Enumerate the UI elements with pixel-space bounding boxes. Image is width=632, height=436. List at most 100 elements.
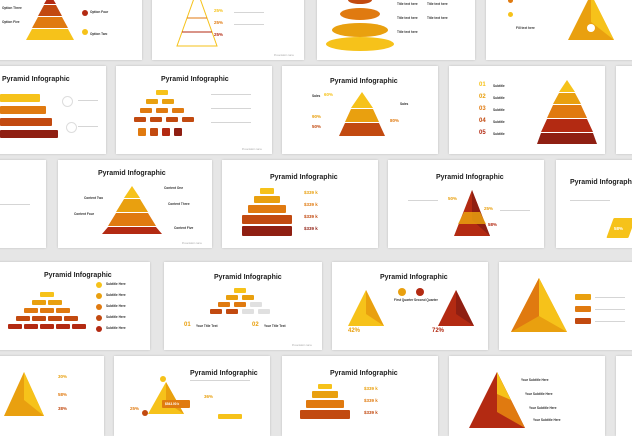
slide-r5c3[interactable]: Pyramid Infographic $339 k $339 k $339 k (282, 356, 438, 436)
bullet-icon (82, 29, 88, 35)
slide-title: Pyramid Infographic (161, 76, 229, 83)
percent-label: 25% (214, 20, 224, 25)
slide-r5c5[interactable] (616, 356, 632, 436)
subtitle-label: Subtitle (493, 120, 505, 124)
content-label: Content Five (174, 226, 194, 230)
percent-label: 25% (484, 206, 494, 211)
bullet-icon (96, 315, 102, 321)
slide-title: Pyramid Infographic (570, 179, 632, 186)
percent-label: 38% (58, 406, 68, 411)
subtitle-label: Your Subtitle Here (533, 418, 561, 422)
sales-label: Sales (312, 94, 321, 98)
footer-text: Presentation name (291, 344, 312, 347)
subtitle-label: Subtitle (493, 132, 505, 136)
money-label: $339 k (304, 214, 318, 219)
slide-r5c2[interactable]: Pyramid Infographic $543.00 k 36% 25% (114, 356, 270, 436)
slide-r5c1[interactable]: 30% 58% 38% (0, 356, 104, 436)
bullet-icon (508, 0, 513, 3)
quarter-label: First Quarter (394, 298, 414, 302)
percent-label: 90% (312, 114, 322, 119)
slide-r3c4[interactable]: Pyramid Infographic 50% 25% 58% (388, 160, 544, 248)
footer-text: Presentation name (273, 54, 294, 57)
pyramid-3d-graphic (469, 372, 525, 428)
percent-label: 58% (58, 392, 68, 397)
bullet-icon (96, 304, 102, 310)
bullet-icon (96, 326, 102, 332)
slide-r4c4[interactable] (499, 262, 632, 350)
slide-r1c1[interactable]: Option Three Option Five Option Four Opt… (0, 0, 142, 60)
slide-r1c4[interactable]: Fill text here (486, 0, 632, 60)
content-label: Content Four (74, 212, 95, 216)
option-four-label: Option Four (90, 10, 109, 14)
title-label: Your Title Text (196, 324, 218, 328)
title-text-label: Title text here (427, 2, 448, 6)
pyramid-graphic (26, 0, 74, 40)
percent-label: 50% (312, 124, 322, 129)
percent-label: 72% (432, 328, 445, 334)
percent-label: 25% (214, 32, 224, 37)
money-label: $543.00 k (165, 402, 180, 406)
step-number: 01 (184, 322, 191, 328)
slide-r2c2[interactable]: Pyramid Infographic Presentation name (116, 66, 272, 154)
subtitle-label: Subtitle Here (106, 282, 126, 286)
percent-label: 80% (390, 118, 400, 123)
slide-r4c3[interactable]: Pyramid Infographic First Quarter Second… (332, 262, 488, 350)
slide-r1c2[interactable]: 25% 25% 25% Presentation name (152, 0, 304, 60)
slide-r3c3[interactable]: Pyramid Infographic $339 k $339 k $339 k… (222, 160, 378, 248)
slide-r3c5[interactable]: Pyramid Infographic 58% (556, 160, 632, 248)
subtitle-label: Subtitle Here (106, 326, 126, 330)
bullet-icon (160, 376, 166, 382)
money-label: $339 k (364, 410, 378, 415)
step-number: 05 (479, 130, 486, 136)
slide-r4c1[interactable]: Pyramid Infographic Subtitle Here Subtit… (0, 262, 150, 350)
option-two-label: Option Two (90, 32, 108, 36)
money-label: $339 k (304, 190, 318, 195)
content-label: Content Two (84, 196, 104, 200)
quarter-label: Second Quarter (414, 298, 438, 302)
subtitle-label: Your Subtitle Here (525, 392, 553, 396)
subtitle-label: Your Subtitle Here (521, 378, 549, 382)
slide-r2c4[interactable]: 01 02 03 04 05 Subtitle Subtitle Subtitl… (449, 66, 605, 154)
slide-title: Pyramid Infographic (214, 274, 282, 281)
slide-r5c4[interactable]: Your Subtitle Here Your Subtitle Here Yo… (449, 356, 605, 436)
slide-title: Pyramid Infographic (270, 174, 338, 181)
bullet-icon (142, 410, 148, 416)
subtitle-label: Subtitle (493, 84, 505, 88)
subtitle-label: Subtitle Here (106, 304, 126, 308)
quarter-icon (416, 288, 424, 296)
footer-text: Presentation name (241, 148, 262, 151)
pyramid-graphic (568, 0, 614, 40)
slide-r2c1[interactable]: Pyramid Infographic (0, 66, 106, 154)
title-label: Your Title Text (264, 324, 286, 328)
bullet-icon (508, 12, 513, 17)
bullet-icon (82, 10, 88, 16)
slide-title: Pyramid Infographic (436, 174, 504, 181)
step-number: 02 (252, 322, 259, 328)
option-five-label: Option Five (2, 20, 20, 24)
slide-r3c2[interactable]: Pyramid Infographic Content Two Content … (58, 160, 212, 248)
fill-text-label: Fill text here (516, 26, 535, 30)
pyramid-graphic (537, 80, 597, 144)
slide-title: Pyramid Infographic (380, 274, 448, 281)
sales-label: Sales (400, 102, 409, 106)
pyramid-graphic (454, 190, 490, 236)
slide-r2c5[interactable] (616, 66, 632, 154)
slide-r2c3[interactable]: Pyramid Infographic Sales 60% 90% 50% 80… (282, 66, 438, 154)
title-text-label: Title text here (397, 2, 418, 6)
pyramid-3d-graphic (511, 278, 567, 332)
slide-r3c1[interactable] (0, 160, 46, 248)
pyramid-3d-graphic (326, 0, 394, 51)
bullet-icon (96, 293, 102, 299)
bullet-icon (96, 282, 102, 288)
pyramid-outline-graphic (176, 0, 218, 47)
content-label: Content One (164, 186, 184, 190)
slide-r4c2[interactable]: Pyramid Infographic 01 Your Title Text 0… (164, 262, 322, 350)
pyramid-3d-graphic (339, 92, 385, 136)
title-text-label: Title text here (397, 16, 418, 20)
footer-text: Presentation name (181, 242, 202, 245)
percent-label: 50% (448, 196, 458, 201)
subtitle-label: Your Subtitle Here (529, 406, 557, 410)
step-number: 04 (479, 118, 486, 124)
pyramid-graphic (438, 290, 474, 326)
slide-r1c3[interactable]: Title text here Title text here Title te… (317, 0, 475, 60)
